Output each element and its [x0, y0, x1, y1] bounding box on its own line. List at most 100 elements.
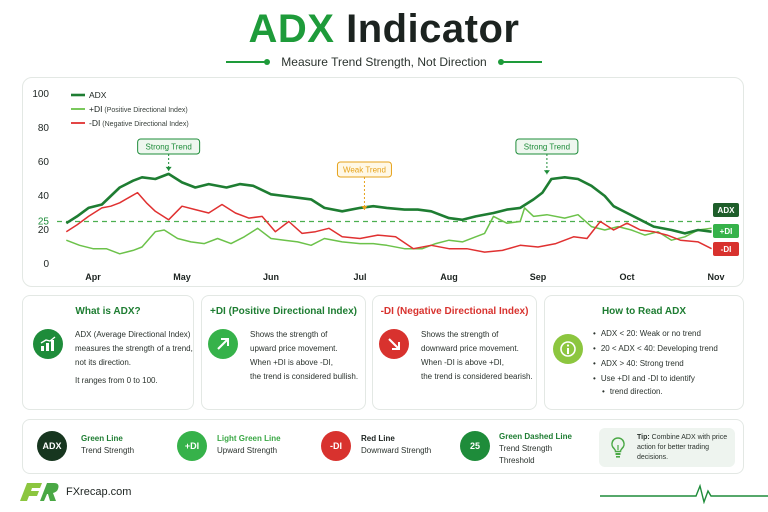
tip-body: Combine ADX with price action for better…: [637, 434, 728, 461]
subtitle-divider-left: [226, 61, 266, 63]
card-how-to-read: How to Read ADX ADX < 20: Weak or no tre…: [544, 295, 744, 410]
series-end-badge: [713, 203, 739, 217]
card-plus-di: +DI (Positive Directional Index) Shows t…: [201, 295, 366, 410]
annotation-label: Strong Trend: [146, 143, 192, 152]
adx-badge: ADX: [37, 431, 67, 461]
legend-label: Red Line: [361, 434, 395, 443]
legend-label: Light Green Line: [217, 434, 281, 443]
lightbulb-icon: [609, 436, 627, 465]
brand-name[interactable]: FXrecap.com: [66, 486, 132, 498]
legend-item-adx: Green Line Trend Strength: [81, 433, 134, 457]
card-line: the trend is considered bullish.: [250, 372, 359, 381]
minus-di-badge: -DI: [321, 431, 351, 461]
card-line: Shows the strength of: [250, 330, 328, 339]
y-tick-label: 25: [38, 217, 50, 228]
series-end-badge: [713, 242, 739, 256]
tip-text: Tip: Combine ADX with price action for b…: [637, 433, 733, 463]
legend-label: Green Line: [81, 434, 123, 443]
legend-desc: Trend Strength: [81, 446, 135, 455]
annotation-label: Strong Trend: [524, 143, 570, 152]
subtitle-divider-right: [502, 61, 542, 63]
series-end-label: -DI: [721, 245, 732, 254]
card-title: What is ADX?: [75, 306, 141, 317]
tip-prefix: Tip:: [637, 434, 650, 441]
card-title: +DI (Positive Directional Index): [210, 306, 357, 317]
card-line: measures the strength of a trend,: [75, 344, 193, 353]
series-end-badge: [713, 224, 739, 238]
x-tick-label: Apr: [85, 272, 101, 282]
card-line: not its direction.: [75, 358, 132, 367]
legend-desc: Trend Strength: [499, 444, 553, 453]
list-item-continuation: trend direction.: [593, 384, 718, 399]
annotation-arrowhead: [361, 206, 368, 210]
plus-di-badge: +DI: [177, 431, 207, 461]
legend-desc: Downward Strength: [361, 446, 432, 455]
card-body: ADX (Average Directional Index) measures…: [75, 328, 193, 388]
info-icon: [553, 334, 583, 364]
chart-bars-icon: [33, 329, 63, 359]
x-tick-label: Jun: [263, 272, 279, 282]
pulse-line-icon: [600, 483, 768, 504]
series-end-label: ADX: [718, 206, 736, 215]
y-tick-label: 100: [32, 89, 49, 100]
x-tick-label: Jul: [353, 272, 366, 282]
card-line: It ranges from 0 to 100.: [75, 376, 158, 385]
card-line: When +DI is above -DI,: [250, 358, 333, 367]
y-tick-label: 60: [38, 157, 50, 168]
title-accent: ADX: [248, 7, 335, 51]
card-line: ADX (Average Directional Index): [75, 330, 191, 339]
y-tick-label: 80: [38, 123, 50, 134]
brand-logo: [20, 483, 59, 501]
list-item: ADX < 20: Weak or no trend: [593, 326, 718, 341]
legend-item-threshold: Green Dashed Line Trend Strength Thresho…: [499, 431, 572, 467]
card-title: How to Read ADX: [601, 306, 687, 317]
reading-guide-list: ADX < 20: Weak or no trend 20 < ADX < 40…: [593, 326, 718, 399]
legend-entry: +DI (Positive Directional Index): [89, 104, 188, 114]
annotation-arrowhead: [165, 166, 172, 171]
subtitle-dot-left: [264, 59, 270, 65]
x-tick-label: Nov: [707, 272, 724, 282]
chart-card: 0 20 25 40 60 80 100 Apr May Jun Jul Aug Sep Oct Nov AD…: [22, 77, 744, 287]
series-line-plusminus-di: [66, 207, 712, 255]
legend-item-minus-di: Red Line Downward Strength: [361, 433, 431, 457]
series-line-minus-di: [65, 191, 712, 253]
page-title: ADX Indicator: [0, 6, 768, 52]
card-line: the trend is considered bearish.: [421, 372, 533, 381]
arrow-down-right-icon: [379, 329, 409, 359]
legend-card: ADX Green Line Trend Strength +DI Light …: [22, 419, 744, 474]
tip-box: Tip: Combine ADX with price action for b…: [599, 428, 735, 467]
annotation-label: Weak Trend: [343, 166, 386, 175]
legend-desc: Threshold: [499, 456, 535, 465]
list-item: ADX > 40: Strong trend: [593, 356, 718, 371]
x-tick-label: Aug: [440, 272, 458, 282]
card-minus-di: -DI (Negative Directional Index) Shows t…: [372, 295, 537, 410]
title-rest: Indicator: [346, 7, 520, 51]
card-body: Shows the strength of downward price mov…: [421, 328, 533, 384]
subtitle: Measure Trend Strength, Not Direction: [281, 55, 487, 69]
card-line: downward price movement.: [421, 344, 519, 353]
legend-entry: -DI (Negative Directional Index): [89, 118, 189, 128]
list-item: Use +DI and -DI to identify: [593, 371, 718, 386]
legend-label: Green Dashed Line: [499, 432, 572, 441]
arrow-up-right-icon: [208, 329, 238, 359]
footer: FXrecap.com: [0, 478, 768, 508]
x-tick-label: Sep: [530, 272, 547, 282]
series-line-adx: [65, 172, 712, 235]
legend-item-plus-di: Light Green Line Upward Strength: [217, 433, 281, 457]
card-what-is-adx: What is ADX? ADX (Average Directional In…: [22, 295, 194, 410]
subtitle-dot-right: [498, 59, 504, 65]
y-tick-label: 0: [43, 259, 49, 270]
threshold-badge: 25: [460, 431, 490, 461]
x-tick-label: May: [173, 272, 191, 282]
list-item: 20 < ADX < 40: Developing trend: [593, 341, 718, 356]
card-body: Shows the strength of upward price movem…: [250, 328, 358, 384]
y-tick-label: 20: [38, 225, 50, 236]
annotation-arrowhead: [543, 170, 550, 175]
card-line: upward price movement.: [250, 344, 338, 353]
card-line: Shows the strength of: [421, 330, 499, 339]
card-title: -DI (Negative Directional Index): [380, 306, 529, 317]
y-tick-label: 40: [38, 191, 50, 202]
legend-desc: Upward Strength: [217, 446, 278, 455]
subtitle-row: Measure Trend Strength, Not Direction: [0, 54, 768, 70]
